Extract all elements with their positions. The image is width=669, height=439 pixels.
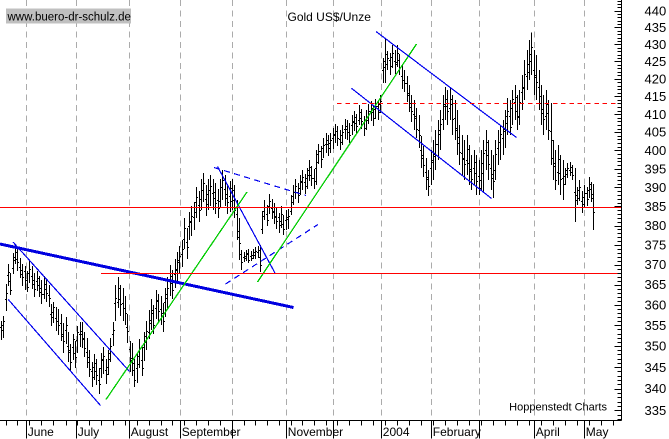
svg-text:February: February xyxy=(433,425,481,439)
svg-text:425: 425 xyxy=(645,54,667,69)
svg-text:375: 375 xyxy=(645,238,667,253)
svg-text:430: 430 xyxy=(645,37,667,52)
svg-text:345: 345 xyxy=(645,360,667,375)
svg-text:2004: 2004 xyxy=(383,425,410,439)
svg-text:385: 385 xyxy=(645,199,667,214)
svg-text:August: August xyxy=(131,425,169,439)
svg-text:415: 415 xyxy=(645,89,667,104)
svg-text:335: 335 xyxy=(645,403,667,418)
svg-text:350: 350 xyxy=(645,339,667,354)
svg-text:370: 370 xyxy=(645,257,667,272)
svg-text:April: April xyxy=(536,425,560,439)
svg-text:340: 340 xyxy=(645,381,667,396)
svg-text:395: 395 xyxy=(645,161,667,176)
svg-text:405: 405 xyxy=(645,125,667,140)
svg-text:July: July xyxy=(78,425,99,439)
svg-text:Gold US$/Unze: Gold US$/Unze xyxy=(288,10,372,24)
svg-text:365: 365 xyxy=(645,277,667,292)
svg-text:380: 380 xyxy=(645,218,667,233)
svg-text:435: 435 xyxy=(645,20,667,35)
svg-text:355: 355 xyxy=(645,318,667,333)
svg-text:390: 390 xyxy=(645,180,667,195)
svg-text:May: May xyxy=(586,425,609,439)
svg-text:June: June xyxy=(28,425,54,439)
svg-text:www.buero-dr-schulz.de: www.buero-dr-schulz.de xyxy=(7,12,131,24)
svg-text:410: 410 xyxy=(645,107,667,122)
svg-text:September: September xyxy=(182,425,241,439)
svg-text:400: 400 xyxy=(645,143,667,158)
svg-text:Hoppenstedt Charts: Hoppenstedt Charts xyxy=(509,402,607,414)
svg-text:440: 440 xyxy=(645,3,667,18)
svg-text:420: 420 xyxy=(645,71,667,86)
svg-text:November: November xyxy=(288,425,343,439)
svg-text:360: 360 xyxy=(645,297,667,312)
